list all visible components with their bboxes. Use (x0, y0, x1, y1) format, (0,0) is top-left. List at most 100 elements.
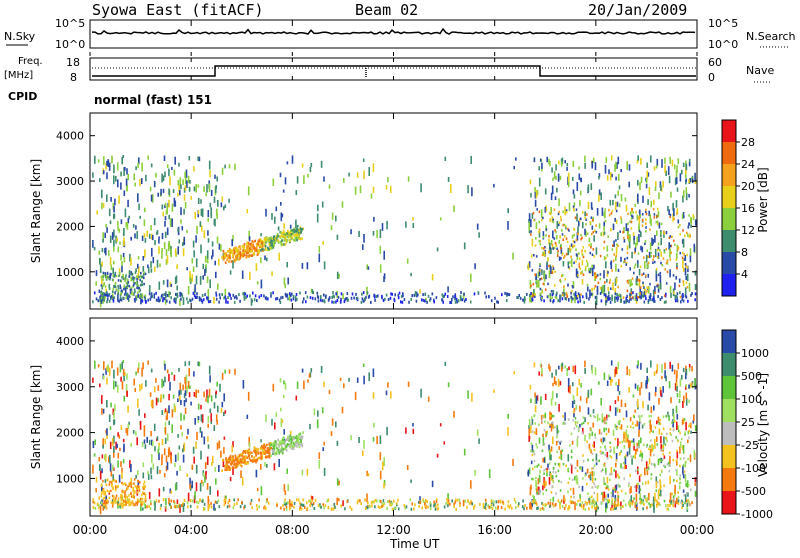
data-point (271, 271, 273, 276)
data-point (580, 468, 582, 471)
colorbar-segment (722, 353, 736, 377)
data-point (670, 252, 672, 255)
data-point (658, 489, 660, 492)
data-point (514, 498, 516, 501)
data-point (125, 297, 127, 300)
data-point (344, 507, 346, 510)
data-point (460, 291, 462, 294)
data-point (412, 217, 414, 220)
data-point (570, 256, 572, 259)
data-point (193, 447, 195, 454)
data-point (440, 423, 442, 426)
data-point (253, 460, 255, 463)
data-point (607, 254, 609, 257)
data-point (194, 212, 196, 219)
data-point (663, 415, 665, 418)
data-point (322, 202, 324, 208)
data-point (312, 291, 314, 294)
data-point (660, 436, 662, 443)
data-point (624, 239, 626, 243)
data-point (287, 294, 289, 297)
data-point (679, 485, 681, 489)
data-point (200, 199, 202, 204)
data-point (184, 400, 186, 406)
data-point (307, 379, 309, 382)
data-point (196, 465, 198, 474)
data-point (556, 292, 558, 295)
data-point (627, 222, 629, 225)
data-point (420, 501, 422, 504)
data-point (376, 436, 378, 444)
data-point (537, 492, 539, 495)
data-point (604, 285, 606, 293)
data-point (109, 209, 111, 217)
data-point (203, 392, 205, 398)
data-point (101, 501, 103, 504)
data-point (680, 300, 682, 303)
data-point (664, 251, 666, 254)
data-point (200, 221, 202, 227)
data-point (690, 225, 692, 228)
data-point (127, 174, 129, 180)
data-point (184, 194, 186, 200)
data-point (287, 278, 289, 285)
data-point (676, 460, 678, 463)
data-point (577, 182, 579, 191)
data-point (623, 500, 625, 503)
data-point (111, 156, 113, 164)
data-point (193, 371, 195, 376)
data-point (110, 426, 112, 430)
data-point (236, 462, 238, 465)
data-point (117, 460, 119, 467)
data-point (193, 250, 195, 257)
data-point (642, 196, 644, 203)
data-point (591, 288, 593, 292)
data-point (660, 419, 662, 422)
data-point (686, 232, 688, 235)
data-point (673, 429, 675, 432)
data-point (209, 366, 211, 375)
data-point (113, 412, 115, 419)
data-point (674, 485, 676, 494)
data-point (173, 189, 175, 193)
data-point (124, 482, 126, 485)
colorbar-tick-label: 8 (741, 246, 748, 259)
data-point (380, 452, 382, 460)
data-point (605, 473, 607, 476)
data-point (679, 432, 681, 435)
velocity-data-points (92, 360, 696, 514)
data-point (113, 165, 115, 174)
data-point (651, 477, 653, 480)
data-point (224, 165, 226, 169)
data-point (592, 226, 594, 230)
data-point (113, 381, 115, 390)
data-point (670, 493, 672, 500)
data-point (183, 415, 185, 421)
data-point (116, 238, 118, 242)
data-point (644, 261, 646, 269)
data-point (350, 229, 352, 234)
data-point (301, 507, 303, 510)
data-point (573, 228, 575, 231)
data-point (222, 196, 224, 201)
data-point (241, 455, 243, 458)
data-point (617, 491, 619, 494)
data-point (655, 187, 657, 191)
data-point (548, 235, 550, 238)
data-point (218, 301, 220, 304)
data-point (633, 272, 635, 275)
data-point (216, 214, 218, 219)
data-point (538, 464, 540, 467)
data-point (216, 501, 218, 504)
data-point (117, 285, 119, 288)
data-point (258, 240, 260, 243)
data-point (604, 421, 606, 424)
data-point (642, 501, 644, 504)
data-point (575, 417, 577, 420)
data-point (608, 209, 610, 212)
data-point (121, 261, 123, 266)
data-point (577, 274, 579, 277)
data-point (619, 409, 621, 413)
data-point (171, 218, 173, 227)
data-point (436, 500, 438, 503)
